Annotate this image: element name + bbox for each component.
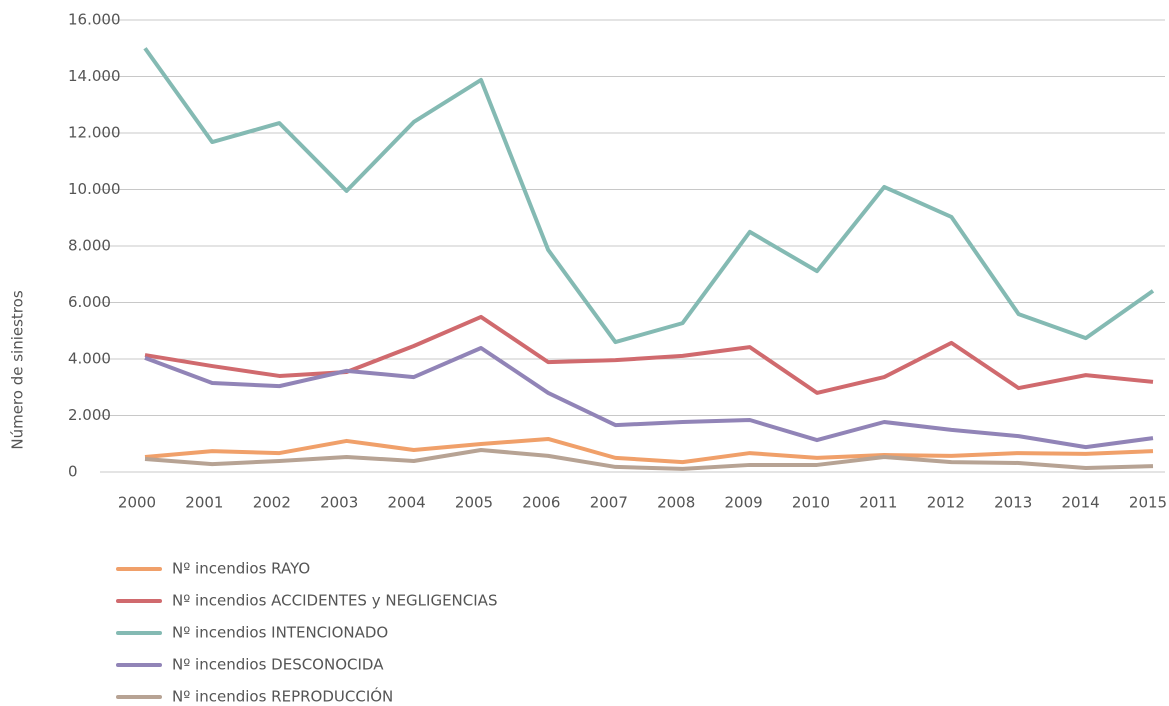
data-line — [144, 345, 1154, 450]
x-tick-label: 2001 — [185, 494, 223, 512]
x-tick-label: 2014 — [1062, 494, 1100, 512]
y-axis-label: Número de siniestros — [9, 290, 27, 449]
data-line — [144, 447, 1154, 471]
x-tick-label: 2002 — [253, 494, 291, 512]
x-tick-label: 2009 — [725, 494, 763, 512]
x-tick-label: 2007 — [590, 494, 628, 512]
legend-label: Nº incendios INTENCIONADO — [172, 624, 388, 642]
x-tick-label: 2011 — [859, 494, 897, 512]
y-tick-label: 14.000 — [68, 67, 121, 85]
legend-label: Nº incendios RAYO — [172, 560, 310, 578]
x-tick-label: 2010 — [792, 494, 830, 512]
x-tick-label: 2006 — [522, 494, 560, 512]
y-tick-label: 4.000 — [68, 350, 111, 368]
x-tick-label: 2000 — [118, 494, 156, 512]
y-tick-label: 0 — [68, 463, 78, 481]
data-line — [144, 436, 1154, 465]
y-tick-label: 12.000 — [68, 124, 121, 142]
y-tick-label: 2.000 — [68, 406, 111, 424]
data-line — [144, 314, 1154, 395]
x-tick-label: 2008 — [657, 494, 695, 512]
x-tick-label: 2015 — [1129, 494, 1167, 512]
data-line — [143, 47, 1155, 345]
x-tick-label: 2005 — [455, 494, 493, 512]
x-tick-label: 2013 — [994, 494, 1032, 512]
y-tick-label: 16.000 — [68, 11, 121, 29]
y-tick-label: 6.000 — [68, 293, 111, 311]
legend-label: Nº incendios ACCIDENTES y NEGLIGENCIAS — [172, 592, 497, 610]
legend-label: Nº incendios REPRODUCCIÓN — [172, 687, 393, 706]
x-tick-label: 2003 — [320, 494, 358, 512]
x-tick-label: 2004 — [388, 494, 426, 512]
legend-label: Nº incendios DESCONOCIDA — [172, 656, 384, 674]
y-tick-label: 8.000 — [68, 237, 111, 255]
x-tick-label: 2012 — [927, 494, 965, 512]
y-tick-label: 10.000 — [68, 180, 121, 198]
